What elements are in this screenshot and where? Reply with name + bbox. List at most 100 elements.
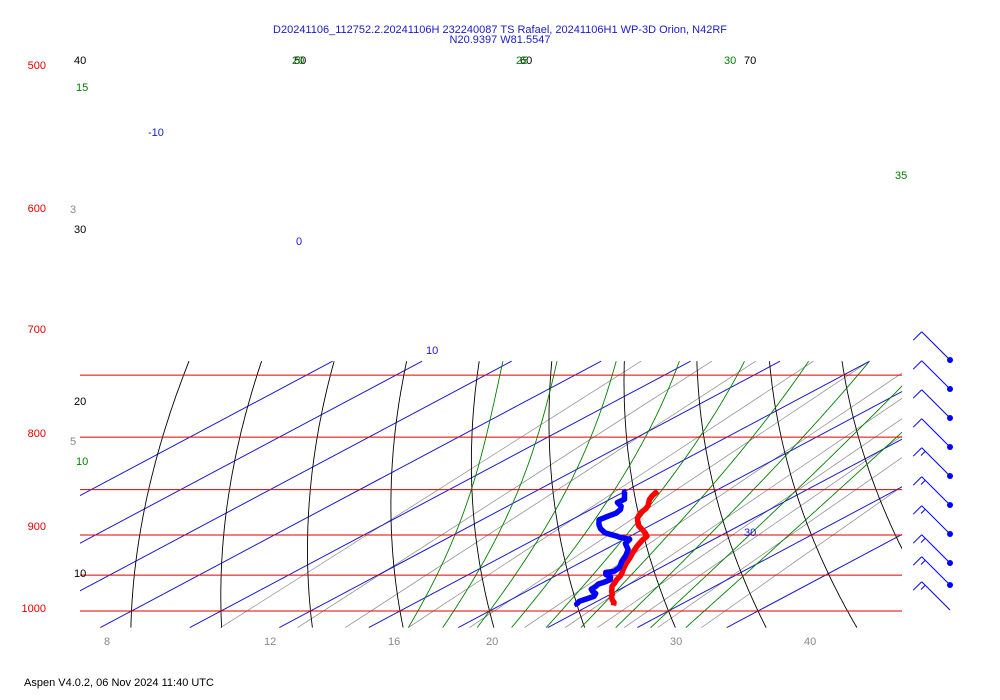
footer-version: Aspen V4.0.2, 06 Nov 2024 11:40 UTC [24, 677, 214, 689]
pressure-label: 900 [28, 521, 46, 533]
dry-adiabat-line [470, 361, 495, 628]
wind-barb-flag [912, 476, 923, 486]
mixing-ratio-label: 5 [70, 436, 76, 448]
wind-barb-staff [921, 447, 951, 477]
wind-barb-flag [912, 534, 923, 544]
wind-barb [912, 389, 953, 421]
dry-adiabat-label: 40 [74, 55, 86, 67]
dry-adiabat-line [307, 361, 335, 628]
wind-barb-flag [912, 447, 923, 457]
wind-barbs [912, 331, 953, 611]
moist-adiabat-label: 15 [76, 82, 88, 94]
mixing-ratio-line [524, 372, 902, 628]
mixing-ratio-line [345, 360, 756, 628]
mixing-ratio-label: 16 [388, 636, 400, 648]
mixing-ratio-label: 8 [104, 636, 110, 648]
wind-barb [912, 418, 953, 450]
wind-barb [912, 447, 953, 479]
wind-barb [912, 331, 953, 363]
isotherm-label: 10 [426, 345, 438, 357]
wind-barb-flag [912, 505, 923, 515]
mixing-ratio-label: 20 [486, 636, 498, 648]
moist-adiabat-line [615, 360, 870, 628]
dry-adiabat-label: 50 [294, 55, 306, 67]
mixing-ratio-label: 30 [670, 636, 682, 648]
chart-subtitle-location: N20.9397 W81.5547 [449, 34, 551, 46]
chart-title: D20241106_112752.2.20241106H 232240087 T… [273, 24, 727, 36]
mixing-ratio-lines [220, 360, 902, 628]
moist-adiabat-label: 20 [292, 55, 304, 67]
mixing-ratio-line [297, 360, 712, 628]
wind-barb-flag [912, 360, 923, 370]
mixing-ratio-line [408, 360, 814, 628]
wind-barb-staff [921, 418, 951, 448]
isotherm-line [100, 360, 602, 629]
isotherm-line [726, 533, 902, 629]
wind-barb-staff [921, 505, 951, 535]
isotherm-line [637, 486, 902, 629]
wind-barb-staff [921, 476, 951, 506]
moist-adiabat-line [476, 361, 617, 628]
mixing-ratio-label: 12 [264, 636, 276, 648]
moist-adiabat-line [685, 431, 902, 628]
pressure-label: 1000 [22, 603, 46, 615]
mixing-ratio-line [624, 435, 902, 628]
pressure-label: 700 [28, 324, 46, 336]
wind-barb-half-flag [920, 559, 926, 565]
temperature-profile [608, 488, 660, 606]
isotherm-line [368, 360, 870, 629]
wind-barb-staff [921, 360, 951, 390]
wind-barb-staff [921, 331, 951, 361]
dry-adiabat-line [696, 361, 767, 628]
pressure-label: 800 [28, 428, 46, 440]
pressure-label: 600 [28, 203, 46, 215]
moist-adiabat-line [442, 361, 558, 628]
dry-adiabat-label: 70 [744, 55, 756, 67]
dry-adiabat-line [548, 361, 586, 628]
wind-barb-staff [921, 556, 951, 586]
mixing-ratio-line [220, 360, 642, 628]
wind-barb-staff [921, 389, 951, 419]
mixing-ratio-line [469, 360, 870, 628]
moist-adiabat-label: 30 [724, 55, 736, 67]
dry-adiabat-label: 20 [74, 396, 86, 408]
wind-barb-half-flag [920, 537, 926, 543]
dewpoint-profile [573, 488, 633, 608]
wind-barb-flag [912, 389, 923, 399]
isotherm-line [80, 360, 423, 544]
isotherms [80, 360, 902, 629]
dry-adiabat-line [220, 361, 263, 628]
wind-barb-half-flag [920, 508, 926, 514]
wind-barb [912, 360, 953, 392]
dry-adiabat-line [841, 361, 902, 550]
isotherm-line [80, 360, 333, 497]
dry-adiabat-label: 30 [74, 224, 86, 236]
wind-barb-flag [912, 556, 923, 566]
isotherm-label: 0 [296, 236, 302, 248]
sounding-profiles [573, 488, 660, 608]
moist-adiabat-label: 25 [516, 55, 528, 67]
isotherm-line [458, 391, 902, 629]
wind-barb-half-flag [920, 450, 926, 456]
dry-adiabat-line [130, 361, 190, 628]
isotherm-line [279, 360, 781, 629]
mixing-ratio-label: 3 [70, 204, 76, 216]
wind-barb [912, 505, 953, 537]
mixing-ratio-line [701, 486, 902, 628]
dry-adiabat-line [769, 361, 858, 628]
moist-adiabat-line [511, 361, 680, 628]
isotherm-line [80, 360, 512, 592]
wind-barb [912, 581, 951, 611]
wind-barb [912, 534, 953, 566]
wind-barb [912, 556, 953, 588]
isotherm-line [547, 438, 902, 629]
isobars [80, 374, 902, 612]
dry-adiabat-line [987, 361, 1000, 627]
wind-barb [912, 476, 953, 508]
dry-adiabat-label: 10 [74, 568, 86, 580]
moist-adiabat-line [407, 361, 504, 628]
wind-barb-flag [912, 331, 923, 341]
isotherm-label: -10 [148, 127, 164, 139]
